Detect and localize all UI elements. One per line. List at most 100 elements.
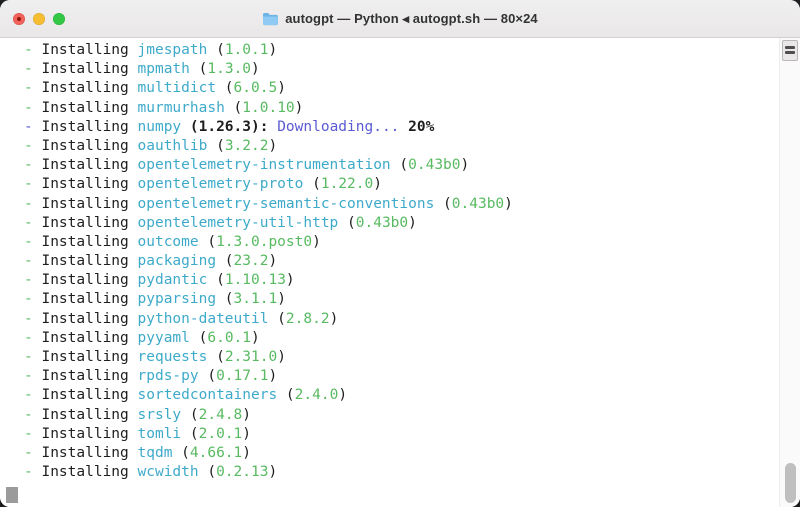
title-bar[interactable]: autogpt — Python ◂ autogpt.sh — 80×24 bbox=[0, 0, 800, 38]
package-version: 1.0.10 bbox=[242, 99, 295, 116]
action-label: Installing bbox=[32, 61, 138, 78]
close-button[interactable] bbox=[13, 12, 25, 25]
terminal-line: - Installing jmespath (1.0.1) bbox=[24, 41, 800, 60]
package-version: 3.1.1 bbox=[233, 291, 278, 308]
open-paren: ( bbox=[390, 157, 409, 174]
action-label: Installing bbox=[32, 80, 138, 97]
open-paren: ( bbox=[303, 176, 321, 193]
terminal-output-lines: - Installing jmespath (1.0.1) - Installin… bbox=[0, 38, 800, 482]
terminal-line: - Installing tqdm (4.66.1) bbox=[24, 444, 800, 463]
package-version: 2.31.0 bbox=[224, 349, 278, 365]
package-version: 0.2.13 bbox=[216, 464, 269, 481]
package-version: 1.10.13 bbox=[224, 272, 286, 289]
package-name: opentelemetry-proto bbox=[137, 176, 304, 193]
package-version: 1.3.0.post0 bbox=[216, 233, 313, 250]
package-version: 3.2.2 bbox=[224, 137, 269, 154]
action-label: Installing bbox=[32, 425, 138, 442]
action-label: Installing bbox=[32, 349, 138, 365]
folder-icon[interactable] bbox=[262, 12, 279, 26]
close-paren: ) bbox=[242, 425, 252, 442]
close-paren: ) bbox=[242, 444, 252, 461]
minimize-button[interactable] bbox=[33, 12, 45, 25]
package-version: 0.43b0 bbox=[408, 157, 461, 174]
list-bullet: - bbox=[24, 272, 33, 289]
open-paren: ( bbox=[216, 291, 234, 308]
download-status: Downloading... bbox=[277, 118, 400, 135]
scrollbar-track[interactable] bbox=[779, 38, 800, 507]
open-paren: ( bbox=[216, 80, 234, 97]
download-progress: 20% bbox=[399, 118, 435, 135]
list-bullet: - bbox=[24, 444, 33, 461]
action-label: Installing bbox=[32, 233, 138, 250]
action-label: Installing bbox=[32, 464, 138, 481]
package-name: python-dateutil bbox=[137, 310, 269, 327]
terminal-line: - Installing pydantic (1.10.13) bbox=[24, 271, 800, 290]
package-name: tqdm bbox=[137, 444, 173, 461]
open-paren: ( bbox=[181, 406, 199, 423]
close-paren: ) bbox=[373, 176, 382, 193]
package-version: 2.4.0 bbox=[294, 387, 339, 404]
package-name: opentelemetry-util-http bbox=[137, 214, 339, 231]
package-name: packaging bbox=[137, 253, 217, 270]
terminal-line: - Installing outcome (1.3.0.post0) bbox=[24, 233, 800, 252]
action-label: Installing bbox=[32, 406, 138, 423]
action-label: Installing bbox=[32, 329, 138, 346]
close-paren: ) bbox=[268, 137, 278, 154]
close-paren: ) bbox=[251, 61, 260, 78]
terminal-line: - Installing srsly (2.4.8) bbox=[24, 406, 800, 425]
package-version: 0.43b0 bbox=[451, 195, 505, 212]
open-paren: ( bbox=[338, 214, 356, 231]
list-bullet: - bbox=[24, 42, 33, 58]
package-name: opentelemetry-instrumentation bbox=[137, 157, 391, 174]
list-bullet: - bbox=[24, 349, 33, 365]
package-name: opentelemetry-semantic-conventions bbox=[137, 195, 435, 212]
package-name: jmespath bbox=[137, 42, 208, 58]
list-bullet: - bbox=[24, 137, 33, 154]
list-bullet: - bbox=[24, 406, 33, 423]
action-label: Installing bbox=[32, 368, 138, 385]
package-name: numpy bbox=[137, 118, 182, 135]
terminal-line: - Installing requests (2.31.0) bbox=[24, 348, 800, 367]
terminal-output[interactable]: - Installing jmespath (1.0.1) - Installin… bbox=[0, 38, 800, 507]
package-version: 2.0.1 bbox=[198, 425, 243, 442]
package-name: murmurhash bbox=[137, 99, 225, 116]
package-version: 6.0.1 bbox=[207, 329, 252, 346]
list-bullet: - bbox=[24, 157, 33, 174]
zoom-button[interactable] bbox=[53, 12, 65, 25]
terminal-line: - Installing python-dateutil (2.8.2) bbox=[24, 310, 800, 329]
close-paren: ) bbox=[338, 387, 348, 404]
close-paren: ) bbox=[277, 80, 286, 97]
package-name: oauthlib bbox=[137, 137, 208, 154]
unsaved-dot-icon bbox=[17, 16, 21, 21]
close-paren: ) bbox=[268, 42, 278, 58]
open-paren: ( bbox=[277, 387, 295, 404]
action-label: Installing bbox=[32, 99, 138, 116]
package-version: 1.3.0 bbox=[207, 61, 252, 78]
open-paren: ( bbox=[268, 310, 286, 327]
action-label: Installing bbox=[32, 291, 138, 308]
action-label: Installing bbox=[32, 253, 138, 270]
action-label: Installing bbox=[32, 214, 138, 231]
action-label: Installing bbox=[32, 387, 138, 404]
package-name: multidict bbox=[137, 80, 217, 97]
list-bullet: - bbox=[24, 195, 33, 212]
open-paren: ( bbox=[172, 444, 190, 461]
list-bullet: - bbox=[24, 291, 33, 308]
scrollbar-thumb[interactable] bbox=[785, 463, 796, 503]
package-version: 2.4.8 bbox=[198, 406, 243, 423]
package-version: 2.8.2 bbox=[285, 310, 330, 327]
terminal-line: - Installing numpy (1.26.3): Downloading… bbox=[24, 118, 800, 137]
action-label: Installing bbox=[32, 176, 138, 193]
traffic-lights bbox=[13, 0, 65, 37]
open-paren: ( bbox=[207, 137, 225, 154]
open-paren: ( bbox=[434, 195, 452, 212]
package-name: pydantic bbox=[137, 272, 208, 289]
terminal-line: - Installing mpmath (1.3.0) bbox=[24, 60, 800, 79]
scrollbar-top-button[interactable] bbox=[782, 40, 798, 61]
list-bullet: - bbox=[24, 214, 33, 231]
open-paren: ( bbox=[189, 329, 208, 346]
close-paren: ) bbox=[329, 310, 339, 327]
terminal-line: - Installing opentelemetry-instrumentati… bbox=[24, 156, 800, 175]
package-name: pyyaml bbox=[137, 329, 190, 346]
open-paren: ( bbox=[207, 272, 225, 289]
